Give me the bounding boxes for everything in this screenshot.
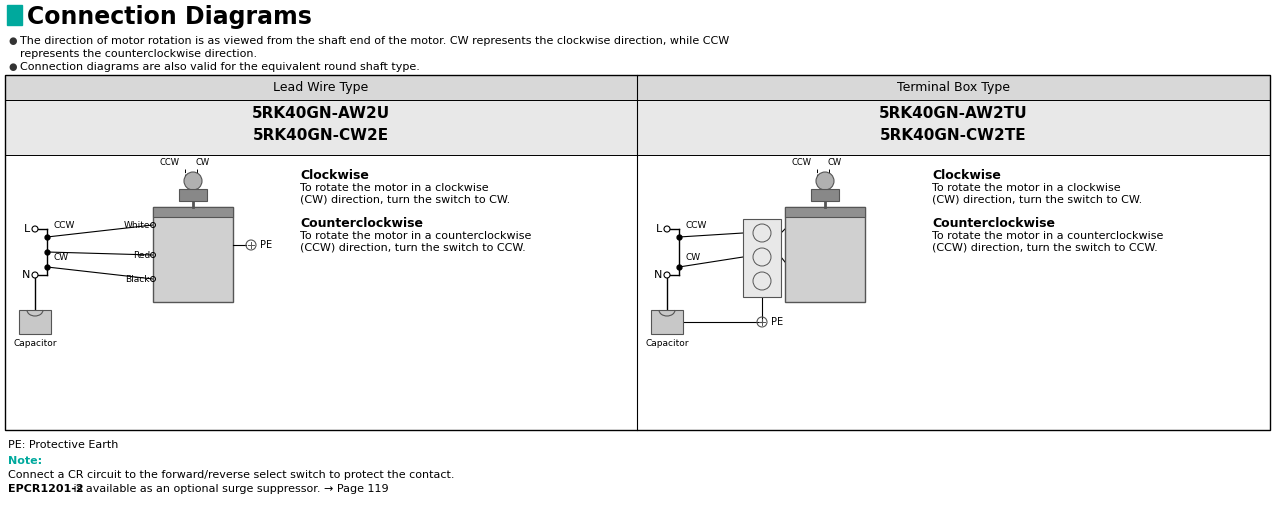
Bar (179, 189, 207, 201)
Text: (CCW) direction, turn the switch to CCW.: (CCW) direction, turn the switch to CCW. (932, 243, 1157, 253)
Text: Terminal Box Type: Terminal Box Type (897, 81, 1010, 94)
Text: The direction of motor rotation is as viewed from the shaft end of the motor. CW: The direction of motor rotation is as vi… (20, 36, 730, 46)
Text: To rotate the motor in a clockwise: To rotate the motor in a clockwise (932, 183, 1120, 193)
Text: ●: ● (8, 62, 17, 72)
Bar (742, 219, 781, 297)
Bar (5, 100, 637, 155)
Text: Lead Wire Type: Lead Wire Type (274, 81, 369, 94)
Text: Capacitor: Capacitor (13, 339, 56, 348)
Text: Motor: Motor (808, 248, 842, 261)
Bar (652, 310, 684, 334)
Text: Note:: Note: (8, 456, 42, 466)
Bar (5, 75, 1270, 100)
Text: Connection diagrams are also valid for the equivalent round shaft type.: Connection diagrams are also valid for t… (20, 62, 420, 72)
Text: N: N (22, 270, 29, 280)
Circle shape (184, 172, 202, 190)
Bar (154, 207, 233, 302)
Text: PE: PE (771, 317, 783, 327)
Text: U1: U1 (756, 253, 767, 261)
Bar (19, 310, 51, 334)
Text: L: L (655, 224, 662, 234)
Bar (6, 5, 22, 25)
Text: Connect a CR circuit to the forward/reverse select switch to protect the contact: Connect a CR circuit to the forward/reve… (8, 470, 454, 480)
Text: CCW: CCW (52, 221, 74, 230)
Text: (CCW) direction, turn the switch to CCW.: (CCW) direction, turn the switch to CCW. (300, 243, 526, 253)
Bar (785, 207, 865, 217)
Text: Counterclockwise: Counterclockwise (300, 217, 422, 230)
Text: Counterclockwise: Counterclockwise (932, 217, 1055, 230)
Circle shape (32, 226, 38, 232)
Bar (785, 207, 865, 302)
Text: 5RK40GN-CW2TE: 5RK40GN-CW2TE (881, 129, 1027, 143)
Text: White: White (123, 220, 150, 229)
Text: represents the counterclockwise direction.: represents the counterclockwise directio… (20, 49, 257, 59)
Text: Connection Diagrams: Connection Diagrams (27, 5, 312, 29)
Text: N: N (654, 270, 662, 280)
Text: U2: U2 (756, 228, 767, 237)
Text: Clockwise: Clockwise (300, 169, 369, 182)
Circle shape (817, 172, 835, 190)
Bar (812, 189, 838, 201)
Bar (637, 155, 1270, 430)
Text: Clockwise: Clockwise (932, 169, 1001, 182)
Circle shape (664, 272, 669, 278)
Text: CW: CW (685, 253, 700, 262)
Text: Red: Red (133, 250, 150, 259)
Text: CW: CW (195, 158, 209, 167)
Circle shape (753, 224, 771, 242)
Text: CW: CW (52, 253, 68, 262)
Text: CCW: CCW (685, 221, 707, 230)
Text: EPCR1201-2: EPCR1201-2 (8, 484, 83, 494)
Circle shape (753, 248, 771, 266)
Circle shape (32, 272, 38, 278)
Text: PE: PE (260, 240, 273, 250)
Text: CW: CW (827, 158, 841, 167)
Text: L: L (24, 224, 29, 234)
Text: To rotate the motor in a counterclockwise: To rotate the motor in a counterclockwis… (300, 231, 531, 241)
Text: is available as an optional surge suppressor. → Page 119: is available as an optional surge suppre… (70, 484, 389, 494)
Bar (637, 100, 1270, 155)
Text: Black: Black (125, 275, 150, 284)
Bar (5, 155, 637, 430)
Text: To rotate the motor in a clockwise: To rotate the motor in a clockwise (300, 183, 489, 193)
Text: Capacitor: Capacitor (645, 339, 689, 348)
Text: 5RK40GN-AW2U: 5RK40GN-AW2U (252, 107, 390, 121)
Bar (154, 207, 233, 217)
Text: To rotate the motor in a counterclockwise: To rotate the motor in a counterclockwis… (932, 231, 1164, 241)
Text: 5RK40GN-AW2TU: 5RK40GN-AW2TU (879, 107, 1028, 121)
Circle shape (753, 272, 771, 290)
Text: 5RK40GN-CW2E: 5RK40GN-CW2E (253, 129, 389, 143)
Text: (CW) direction, turn the switch to CW.: (CW) direction, turn the switch to CW. (300, 195, 511, 205)
Text: +: + (759, 277, 765, 286)
Text: CCW: CCW (159, 158, 179, 167)
Text: (CW) direction, turn the switch to CW.: (CW) direction, turn the switch to CW. (932, 195, 1142, 205)
Circle shape (664, 226, 669, 232)
Bar (5, 75, 1270, 430)
Text: Motor: Motor (175, 248, 210, 261)
Text: PE: Protective Earth: PE: Protective Earth (8, 440, 118, 450)
Text: ●: ● (8, 36, 17, 46)
Text: CCW: CCW (791, 158, 812, 167)
